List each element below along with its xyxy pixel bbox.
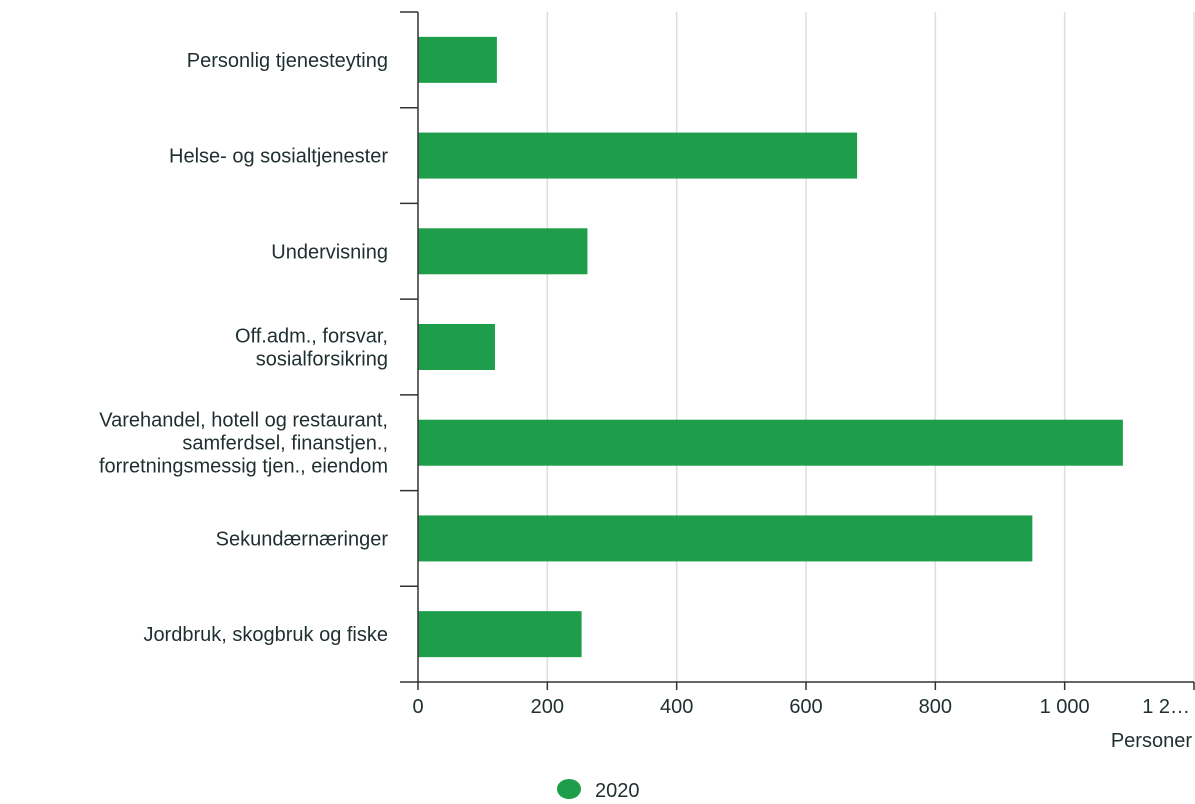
category-label: Helse- og sosialtjenester xyxy=(169,146,388,168)
x-tick-labels: 0 200 400 600 800 1 000 1 2… xyxy=(412,696,1190,718)
axes xyxy=(400,11,1195,690)
gridlines xyxy=(546,12,1195,682)
category-label: Jordbruk, skogbruk og fiske xyxy=(143,624,388,646)
bar[interactable] xyxy=(418,36,497,83)
legend[interactable]: 2020 xyxy=(557,779,640,802)
x-tick-label: 1 000 xyxy=(1040,696,1090,718)
legend-marker-2020 xyxy=(557,779,581,799)
category-label: sosialforsikring xyxy=(256,349,388,371)
bars xyxy=(418,36,1123,658)
bar[interactable] xyxy=(418,324,495,370)
x-axis-title: Personer xyxy=(1111,730,1192,752)
bar[interactable] xyxy=(418,132,858,179)
x-tick-label: 0 xyxy=(412,696,423,718)
x-tick-label: 600 xyxy=(789,696,822,718)
legend-label-2020: 2020 xyxy=(595,780,640,799)
bar[interactable] xyxy=(418,419,1123,466)
category-label: Sekundærnæringer xyxy=(216,528,389,550)
x-tick-label: 1 2… xyxy=(1142,696,1190,718)
category-label: Varehandel, hotell og restaurant, xyxy=(99,410,388,432)
x-tick-label: 800 xyxy=(919,696,952,718)
category-label: Undervisning xyxy=(271,241,388,263)
category-label: forretningsmessig tjen., eiendom xyxy=(99,456,388,478)
x-tick-label: 400 xyxy=(660,696,693,718)
category-label: samferdsel, finanstjen., xyxy=(182,433,388,455)
bar[interactable] xyxy=(418,228,588,275)
bar[interactable] xyxy=(418,515,1033,562)
category-label: Off.adm., forsvar, xyxy=(235,326,388,348)
x-tick-label: 200 xyxy=(531,696,564,718)
bar[interactable] xyxy=(418,611,582,658)
category-label: Personlig tjenesteyting xyxy=(187,50,388,72)
category-labels: Personlig tjenesteyting Helse- og sosialt… xyxy=(99,50,388,646)
